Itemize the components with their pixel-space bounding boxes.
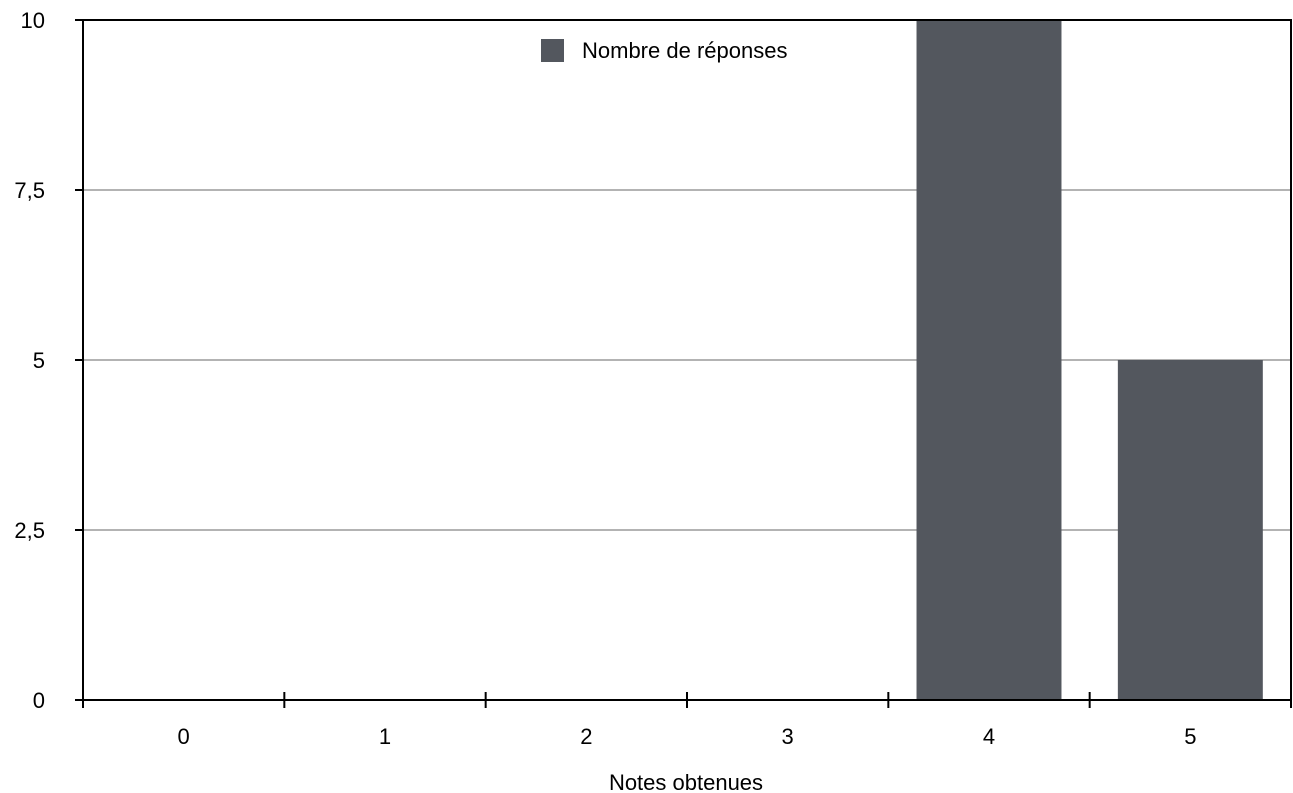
x-axis-title: Notes obtenues xyxy=(609,770,763,793)
y-tick-label: 5 xyxy=(33,348,45,373)
x-tick-label: 3 xyxy=(782,724,794,749)
x-axis-ticks: 0 1 2 3 4 5 xyxy=(82,692,1292,749)
legend: Nombre de réponses xyxy=(541,38,787,63)
y-tick-label: 10 xyxy=(21,8,45,33)
y-tick-label: 7,5 xyxy=(14,178,45,203)
y-axis-ticks: 0 2,5 5 7,5 10 xyxy=(14,8,83,713)
x-tick-label: 0 xyxy=(178,724,190,749)
x-tick-label: 5 xyxy=(1184,724,1196,749)
bars xyxy=(916,20,1263,700)
legend-label: Nombre de réponses xyxy=(582,38,787,63)
bar xyxy=(916,20,1062,700)
legend-swatch xyxy=(541,39,564,62)
bar xyxy=(1117,360,1263,700)
x-tick-label: 1 xyxy=(379,724,391,749)
gridlines xyxy=(83,189,1291,531)
y-tick-label: 0 xyxy=(33,688,45,713)
x-tick-label: 2 xyxy=(580,724,592,749)
y-tick-label: 2,5 xyxy=(14,518,45,543)
x-tick-label: 4 xyxy=(983,724,995,749)
